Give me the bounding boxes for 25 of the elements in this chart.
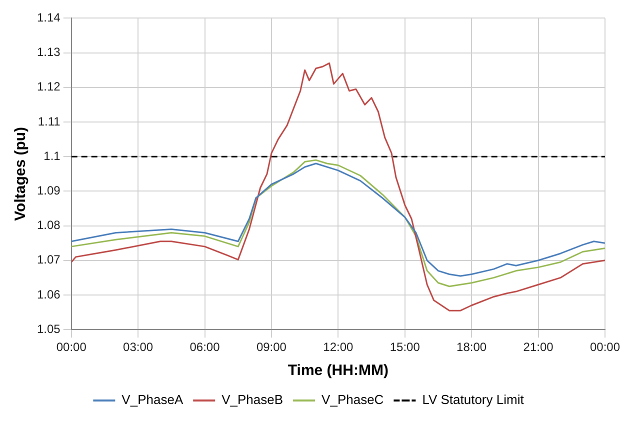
y-tick-label: 1.06 (36, 287, 61, 302)
x-tick-label: 09:00 (256, 340, 287, 354)
legend-label: V_PhaseA (122, 392, 184, 408)
y-tick-label: 1.1 (44, 148, 61, 163)
y-tick-label: 1.14 (36, 10, 61, 25)
y-tick-label: 1.11 (38, 114, 61, 128)
x-tick-label: 15:00 (390, 340, 420, 354)
y-tick-label: 1.09 (36, 184, 61, 198)
legend-label: V_PhaseB (222, 392, 284, 408)
y-tick-label: 1.05 (36, 322, 61, 336)
x-tick-label: 00:00 (56, 340, 87, 354)
y-axis-title: Voltages (pu) (12, 126, 30, 221)
x-tick-label: 12:00 (323, 340, 354, 354)
x-tick-label: 03:00 (123, 340, 154, 354)
y-tick-label: 1.07 (36, 252, 61, 267)
y-tick-label: 1.13 (36, 45, 61, 60)
x-tick-label: 21:00 (523, 340, 554, 354)
x-axis-title: Time (HH:MM) (288, 362, 388, 380)
y-tick-label: 1.08 (36, 218, 61, 232)
legend-label: V_PhaseC (322, 392, 384, 408)
x-tick-label: 18:00 (456, 340, 487, 354)
legend-label: LV Statutory Limit (422, 392, 524, 408)
y-tick-label: 1.12 (36, 80, 61, 94)
x-tick-label: 06:00 (190, 340, 220, 354)
x-tick-label: 00:00 (590, 340, 620, 354)
